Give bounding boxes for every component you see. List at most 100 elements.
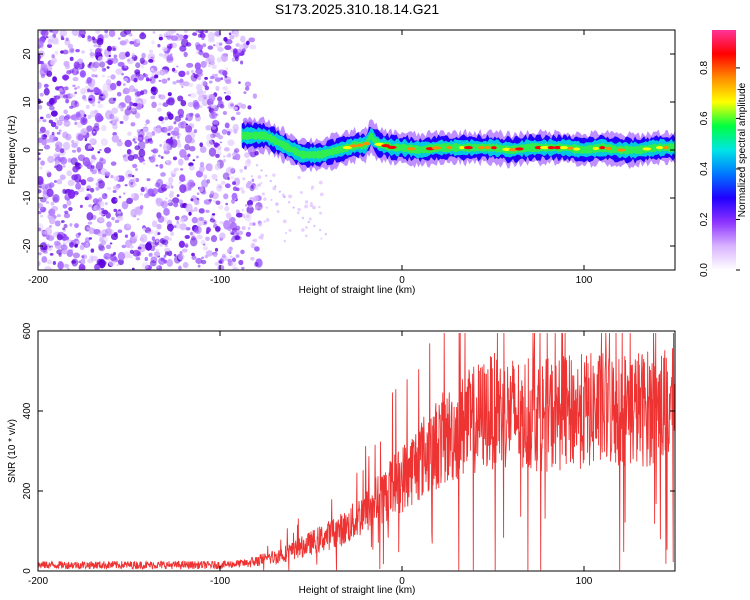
noise-speckle: [216, 183, 223, 192]
noise-speckle: [196, 89, 204, 95]
colorbar-gradient: [712, 30, 736, 270]
y-tick-label: 0: [22, 147, 33, 153]
noise-speckle: [109, 255, 117, 262]
noise-speckle: [124, 39, 129, 44]
noise-speckle: [179, 223, 187, 231]
noise-speckle: [77, 133, 84, 141]
noise-speckle: [39, 197, 47, 203]
noise-speckle: [116, 80, 122, 87]
noise-speckle: [204, 254, 209, 259]
noise-speckle: [144, 264, 152, 270]
noise-speckle: [222, 172, 230, 180]
noise-speckle: [63, 75, 69, 81]
noise-speckle: [41, 133, 48, 140]
noise-speckle: [38, 176, 44, 186]
noise-speckle: [218, 135, 224, 140]
noise-speckle: [219, 104, 225, 109]
noise-speckle: [87, 88, 91, 93]
noise-speckle: [235, 212, 243, 218]
noise-speckle: [39, 131, 43, 134]
noise-speckle: [161, 239, 169, 246]
noise-speckle: [192, 32, 198, 36]
noise-speckle: [46, 259, 52, 265]
noise-speckle: [226, 130, 231, 136]
noise-speckle: [86, 188, 90, 191]
track-peak: [484, 146, 491, 150]
noise-speckle: [230, 237, 236, 243]
colorbar-tick-label: 0.4: [699, 162, 710, 176]
noise-speckle: [210, 235, 218, 243]
noise-speckle: [160, 156, 164, 159]
noise-speckle: [116, 215, 124, 222]
noise-speckle: [232, 181, 236, 185]
noise-speckle: [148, 58, 154, 63]
noise-speckle: [223, 91, 227, 94]
noise-speckle: [64, 38, 71, 46]
noise-speckle: [151, 131, 156, 136]
noise-speckle: [234, 148, 240, 154]
noise-speckle: [71, 31, 75, 34]
noise-speckle: [59, 174, 66, 181]
noise-speckle: [44, 227, 53, 237]
noise-speckle: [179, 218, 185, 223]
noise-speckle: [54, 95, 61, 100]
noise-speckle: [106, 66, 110, 69]
noise-speckle: [186, 70, 190, 76]
noise-speckle: [108, 54, 111, 58]
noise-speckle: [240, 35, 246, 43]
noise-speckle: [175, 223, 181, 229]
noise-speckle: [233, 267, 237, 270]
noise-speckle: [101, 239, 107, 246]
noise-speckle: [191, 235, 196, 241]
x-tick-label: -100: [210, 275, 230, 286]
noise-speckle: [39, 92, 44, 97]
noise-speckle: [197, 33, 202, 38]
noise-speckle: [183, 217, 187, 221]
noise-speckle: [185, 113, 193, 122]
noise-speckle: [111, 57, 119, 64]
noise-speckle: [62, 165, 66, 168]
noise-speckle: [97, 169, 101, 172]
noise-speckle: [214, 30, 221, 37]
colorbar-tick-label: 0.2: [699, 212, 710, 226]
noise-speckle: [218, 204, 224, 210]
track-peak: [478, 146, 485, 150]
noise-speckle: [121, 200, 129, 210]
noise-speckle: [235, 254, 240, 258]
noise-speckle: [144, 256, 148, 262]
noise-speckle: [84, 243, 90, 248]
noise-speckle: [72, 77, 79, 82]
noise-speckle: [40, 214, 44, 218]
noise-speckle: [145, 77, 150, 82]
noise-speckle: [71, 258, 79, 267]
noise-speckle: [68, 47, 75, 54]
noise-speckle: [45, 113, 52, 119]
noise-speckle: [241, 48, 246, 53]
noise-speckle: [80, 179, 87, 186]
noise-speckle: [139, 57, 145, 64]
noise-speckle: [92, 198, 99, 204]
noise-speckle: [223, 193, 229, 200]
noise-speckle: [228, 166, 235, 173]
noise-speckle: [212, 44, 216, 47]
noise-speckle: [248, 37, 256, 43]
colorbar: 0.0 0.2 0.4 0.6 0.8 Normalized spectral ampl…: [699, 30, 748, 277]
noise-speckle: [76, 85, 80, 89]
noise-speckle: [241, 190, 245, 194]
noise-speckle: [215, 200, 221, 205]
noise-speckle: [180, 168, 184, 171]
noise-speckle: [92, 131, 96, 134]
noise-speckle: [249, 185, 255, 192]
noise-speckle: [233, 128, 238, 134]
noise-speckle: [260, 233, 265, 238]
noise-speckle: [301, 228, 305, 232]
noise-speckle: [75, 182, 82, 190]
noise-speckle: [194, 62, 201, 70]
noise-speckle: [178, 240, 186, 248]
noise-speckle: [158, 257, 166, 265]
x-tick-label: 0: [399, 275, 405, 286]
noise-speckle: [74, 91, 77, 95]
noise-speckle: [91, 154, 96, 160]
noise-speckle: [134, 141, 137, 144]
